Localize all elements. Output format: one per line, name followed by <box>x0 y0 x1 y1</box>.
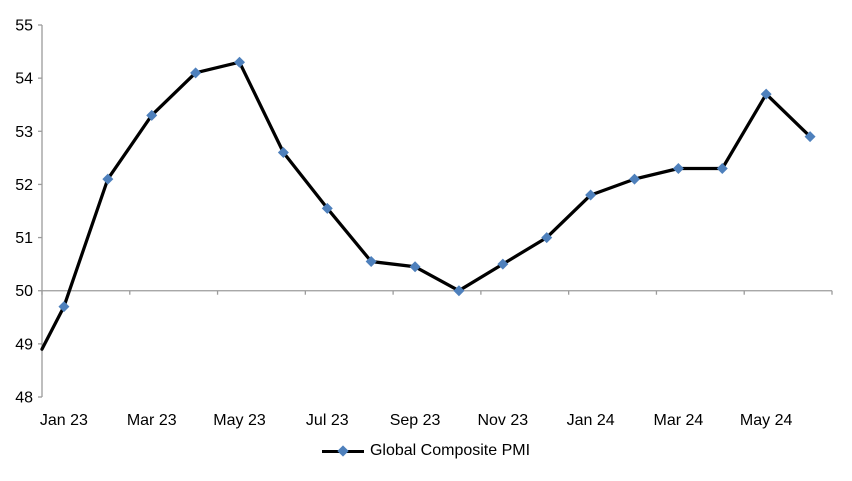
data-point-marker <box>453 285 465 297</box>
data-point-marker <box>716 162 728 174</box>
y-tick-label: 48 <box>15 390 33 407</box>
y-tick-label: 53 <box>15 124 33 141</box>
global-composite-pmi-chart: 55 54 53 52 51 50 49 48 Jan 23 Mar 23 May 23 Jul 23… <box>0 18 852 470</box>
x-tick-label: Mar 24 <box>653 412 703 429</box>
legend-line-sample-icon <box>321 445 364 457</box>
data-point-marker <box>190 67 202 79</box>
x-tick-label: Nov 23 <box>477 412 528 429</box>
y-tick-label: 55 <box>15 18 33 35</box>
data-point-marker <box>672 162 684 174</box>
x-tick-label: Jul 23 <box>306 412 349 429</box>
data-point-marker <box>146 109 158 121</box>
chart-legend: Global Composite PMI <box>0 432 852 470</box>
y-tick-label: 54 <box>15 71 33 88</box>
data-point-marker <box>497 258 509 270</box>
data-point-marker <box>541 232 553 244</box>
data-point-marker <box>102 173 114 185</box>
series-line <box>40 60 812 351</box>
data-point-marker <box>277 147 289 159</box>
x-tick-label: Jan 23 <box>40 412 88 429</box>
data-point-marker <box>585 189 597 201</box>
data-point-marker <box>629 173 640 185</box>
x-tick-label: May 23 <box>213 412 266 429</box>
x-tick-label: May 24 <box>740 412 793 429</box>
data-point-marker <box>365 255 377 267</box>
legend-label: Global Composite PMI <box>369 442 531 459</box>
data-point-marker <box>760 88 772 100</box>
data-point-marker <box>234 56 245 68</box>
chart-canvas: 55 54 53 52 51 50 49 48 Jan 23 Mar 23 May 23 Jul 23… <box>15 18 833 429</box>
y-tick-label: 50 <box>15 283 33 300</box>
x-tick-label: Jan 24 <box>567 412 615 429</box>
y-tick-label: 49 <box>15 336 33 353</box>
data-point-marker <box>321 202 333 214</box>
y-tick-label: 52 <box>15 177 33 194</box>
data-point-marker <box>409 261 421 273</box>
x-tick-label: Sep 23 <box>390 412 441 429</box>
y-tick-label: 51 <box>15 230 33 247</box>
data-point-marker <box>58 301 70 313</box>
legend-diamond-icon <box>337 445 349 457</box>
x-tick-label: Mar 23 <box>127 412 177 429</box>
data-point-marker <box>804 131 816 143</box>
